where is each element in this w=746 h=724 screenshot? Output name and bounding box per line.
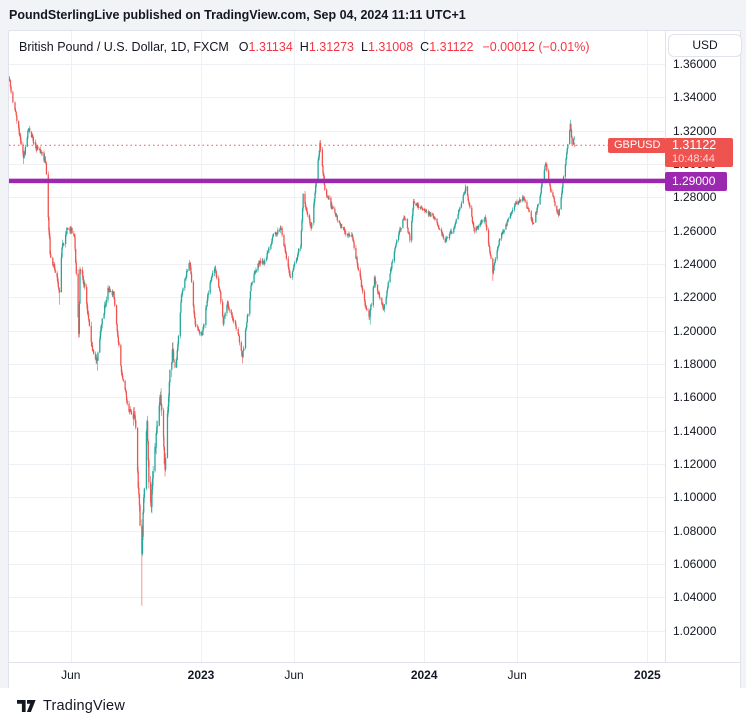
price-tick-label: 1.04000 xyxy=(673,590,717,605)
bar-countdown-timer: 10:48:44 xyxy=(672,152,715,165)
ohlc-values: O1.31134 H1.31273 L1.31008 C1.31122 xyxy=(239,40,481,54)
price-tick-label: 1.28000 xyxy=(673,190,717,205)
price-tick-label: 1.32000 xyxy=(673,123,717,138)
ohlc-o-value: O1.31134 xyxy=(238,40,293,54)
price-tick-label: 1.10000 xyxy=(673,490,717,505)
tradingview-logo-icon xyxy=(17,700,36,712)
symbol-title[interactable]: British Pound / U.S. Dollar, 1D, FXCM xyxy=(19,40,229,54)
price-tick-label: 1.34000 xyxy=(673,90,717,105)
change-value: −0.00012 (−0.01%) xyxy=(482,40,590,54)
price-tick-label: 1.22000 xyxy=(673,290,717,305)
price-tick-label: 1.06000 xyxy=(673,557,717,571)
price-tick-label: 1.18000 xyxy=(673,357,717,371)
time-tick-label: 2023 xyxy=(187,668,215,682)
price-tick-label: 1.26000 xyxy=(673,223,717,238)
time-scale-axis[interactable] xyxy=(9,662,740,688)
price-chart-canvas[interactable] xyxy=(9,31,665,662)
time-tick-label: Jun xyxy=(507,668,527,682)
price-tick-label: 1.24000 xyxy=(673,257,717,271)
chart-legend: British Pound / U.S. Dollar, 1D, FXCM O1.… xyxy=(19,40,589,55)
price-tick-label: 1.16000 xyxy=(673,390,717,405)
price-tick-label: 1.02000 xyxy=(673,623,717,638)
price-tick-label: 1.14000 xyxy=(673,423,717,438)
tradingview-attribution: TradingView xyxy=(0,688,746,724)
publish-caption: PoundSterlingLive published on TradingVi… xyxy=(9,8,466,22)
ohlc-h-value: H1.31273 xyxy=(299,40,355,54)
price-tick-label: 1.08000 xyxy=(673,523,717,538)
price-tick-label: 1.12000 xyxy=(673,457,717,471)
current-price-value: 1.31122 xyxy=(672,137,717,152)
current-price-badge: 1.31122 10:48:44 xyxy=(665,137,733,167)
time-tick-label: Jun xyxy=(284,668,304,682)
support-level-badge: 1.29000 xyxy=(665,171,727,191)
ohlc-c-value: C1.31122 xyxy=(420,40,474,54)
currency-usd-button[interactable]: USD xyxy=(668,34,742,57)
chart-panel: British Pound / U.S. Dollar, 1D, FXCM O1.… xyxy=(8,30,742,690)
ohlc-l-value: L1.31008 xyxy=(361,40,414,54)
price-line-symbol-label: GBPUSD xyxy=(608,137,667,153)
price-tick-label: 1.20000 xyxy=(673,323,717,338)
tradingview-brand-text[interactable]: TradingView xyxy=(43,698,125,714)
price-tick-label: 1.36000 xyxy=(673,57,717,71)
time-tick-label: Jun xyxy=(61,668,81,682)
time-tick-label: 2025 xyxy=(634,668,661,682)
time-tick-label: 2024 xyxy=(410,668,438,682)
